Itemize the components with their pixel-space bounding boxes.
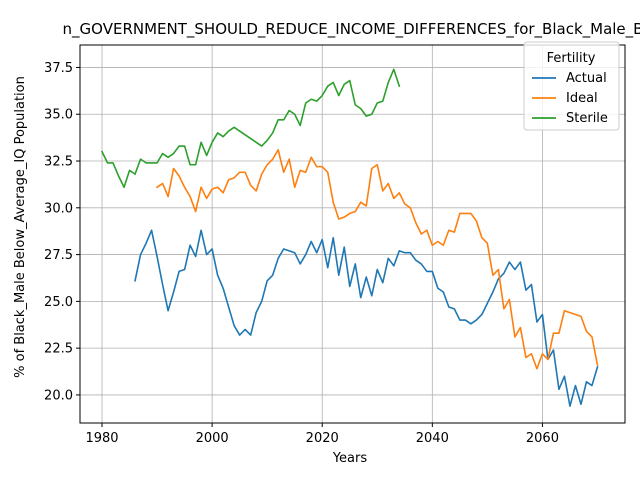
legend-label-actual: Actual	[566, 71, 607, 86]
y-tick-label: 25.0	[44, 295, 73, 310]
x-axis-label: Years	[332, 451, 368, 466]
legend-label-sterile: Sterile	[566, 111, 608, 126]
chart-title: n_GOVERNMENT_SHOULD_REDUCE_INCOME_DIFFER…	[63, 20, 640, 39]
y-tick-label: 22.5	[44, 342, 73, 357]
y-tick-label: 32.5	[44, 155, 73, 170]
y-tick-label: 35.0	[44, 108, 73, 123]
x-tick-label: 2060	[526, 431, 559, 446]
y-tick-label: 20.0	[44, 388, 73, 403]
x-tick-label: 2040	[416, 431, 449, 446]
legend: Fertility Actual Ideal Sterile	[524, 42, 619, 130]
y-tick-label: 37.5	[44, 61, 73, 76]
x-tick-label: 2020	[306, 431, 339, 446]
x-tick-label: 2000	[196, 431, 229, 446]
x-tick-label: 1980	[85, 431, 118, 446]
legend-label-ideal: Ideal	[566, 91, 598, 106]
y-axis-label: % of Black_Male Below_Average_IQ Populat…	[13, 76, 28, 378]
y-tick-label: 30.0	[44, 201, 73, 216]
y-tick-label: 27.5	[44, 248, 73, 263]
legend-title: Fertility	[547, 51, 596, 66]
